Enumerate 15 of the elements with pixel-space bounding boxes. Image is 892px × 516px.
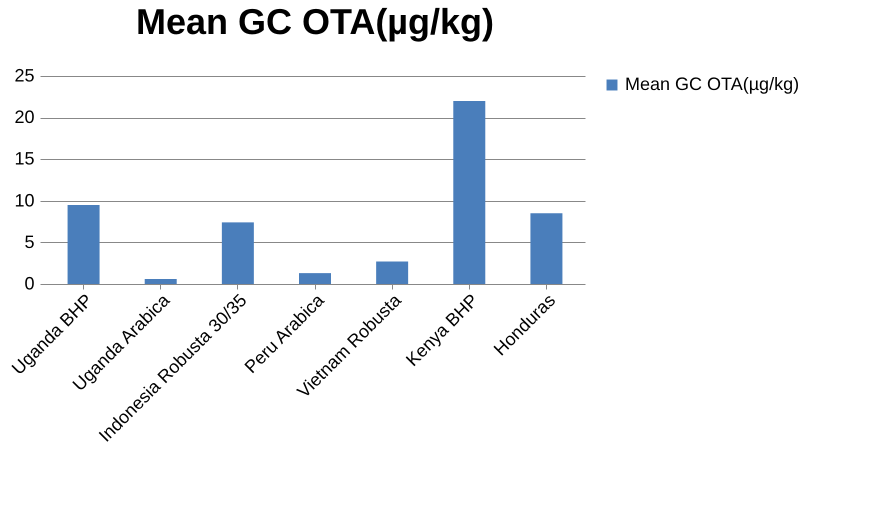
y-tick-label: 15 — [14, 148, 34, 169]
bar — [376, 262, 408, 284]
y-tick-label: 5 — [24, 232, 34, 252]
y-tick-label: 25 — [14, 66, 34, 86]
bar — [530, 213, 562, 284]
chart-title: Mean GC OTA(µg/kg) — [136, 1, 494, 42]
legend-label: Mean GC OTA(µg/kg) — [625, 74, 800, 94]
bar — [144, 279, 177, 284]
bar — [68, 204, 100, 284]
y-tick-label: 20 — [14, 107, 34, 128]
bar — [299, 273, 331, 284]
bar — [453, 100, 486, 284]
y-tick-label: 0 — [24, 274, 34, 294]
bar — [222, 222, 254, 284]
y-tick-label: 10 — [14, 190, 34, 210]
